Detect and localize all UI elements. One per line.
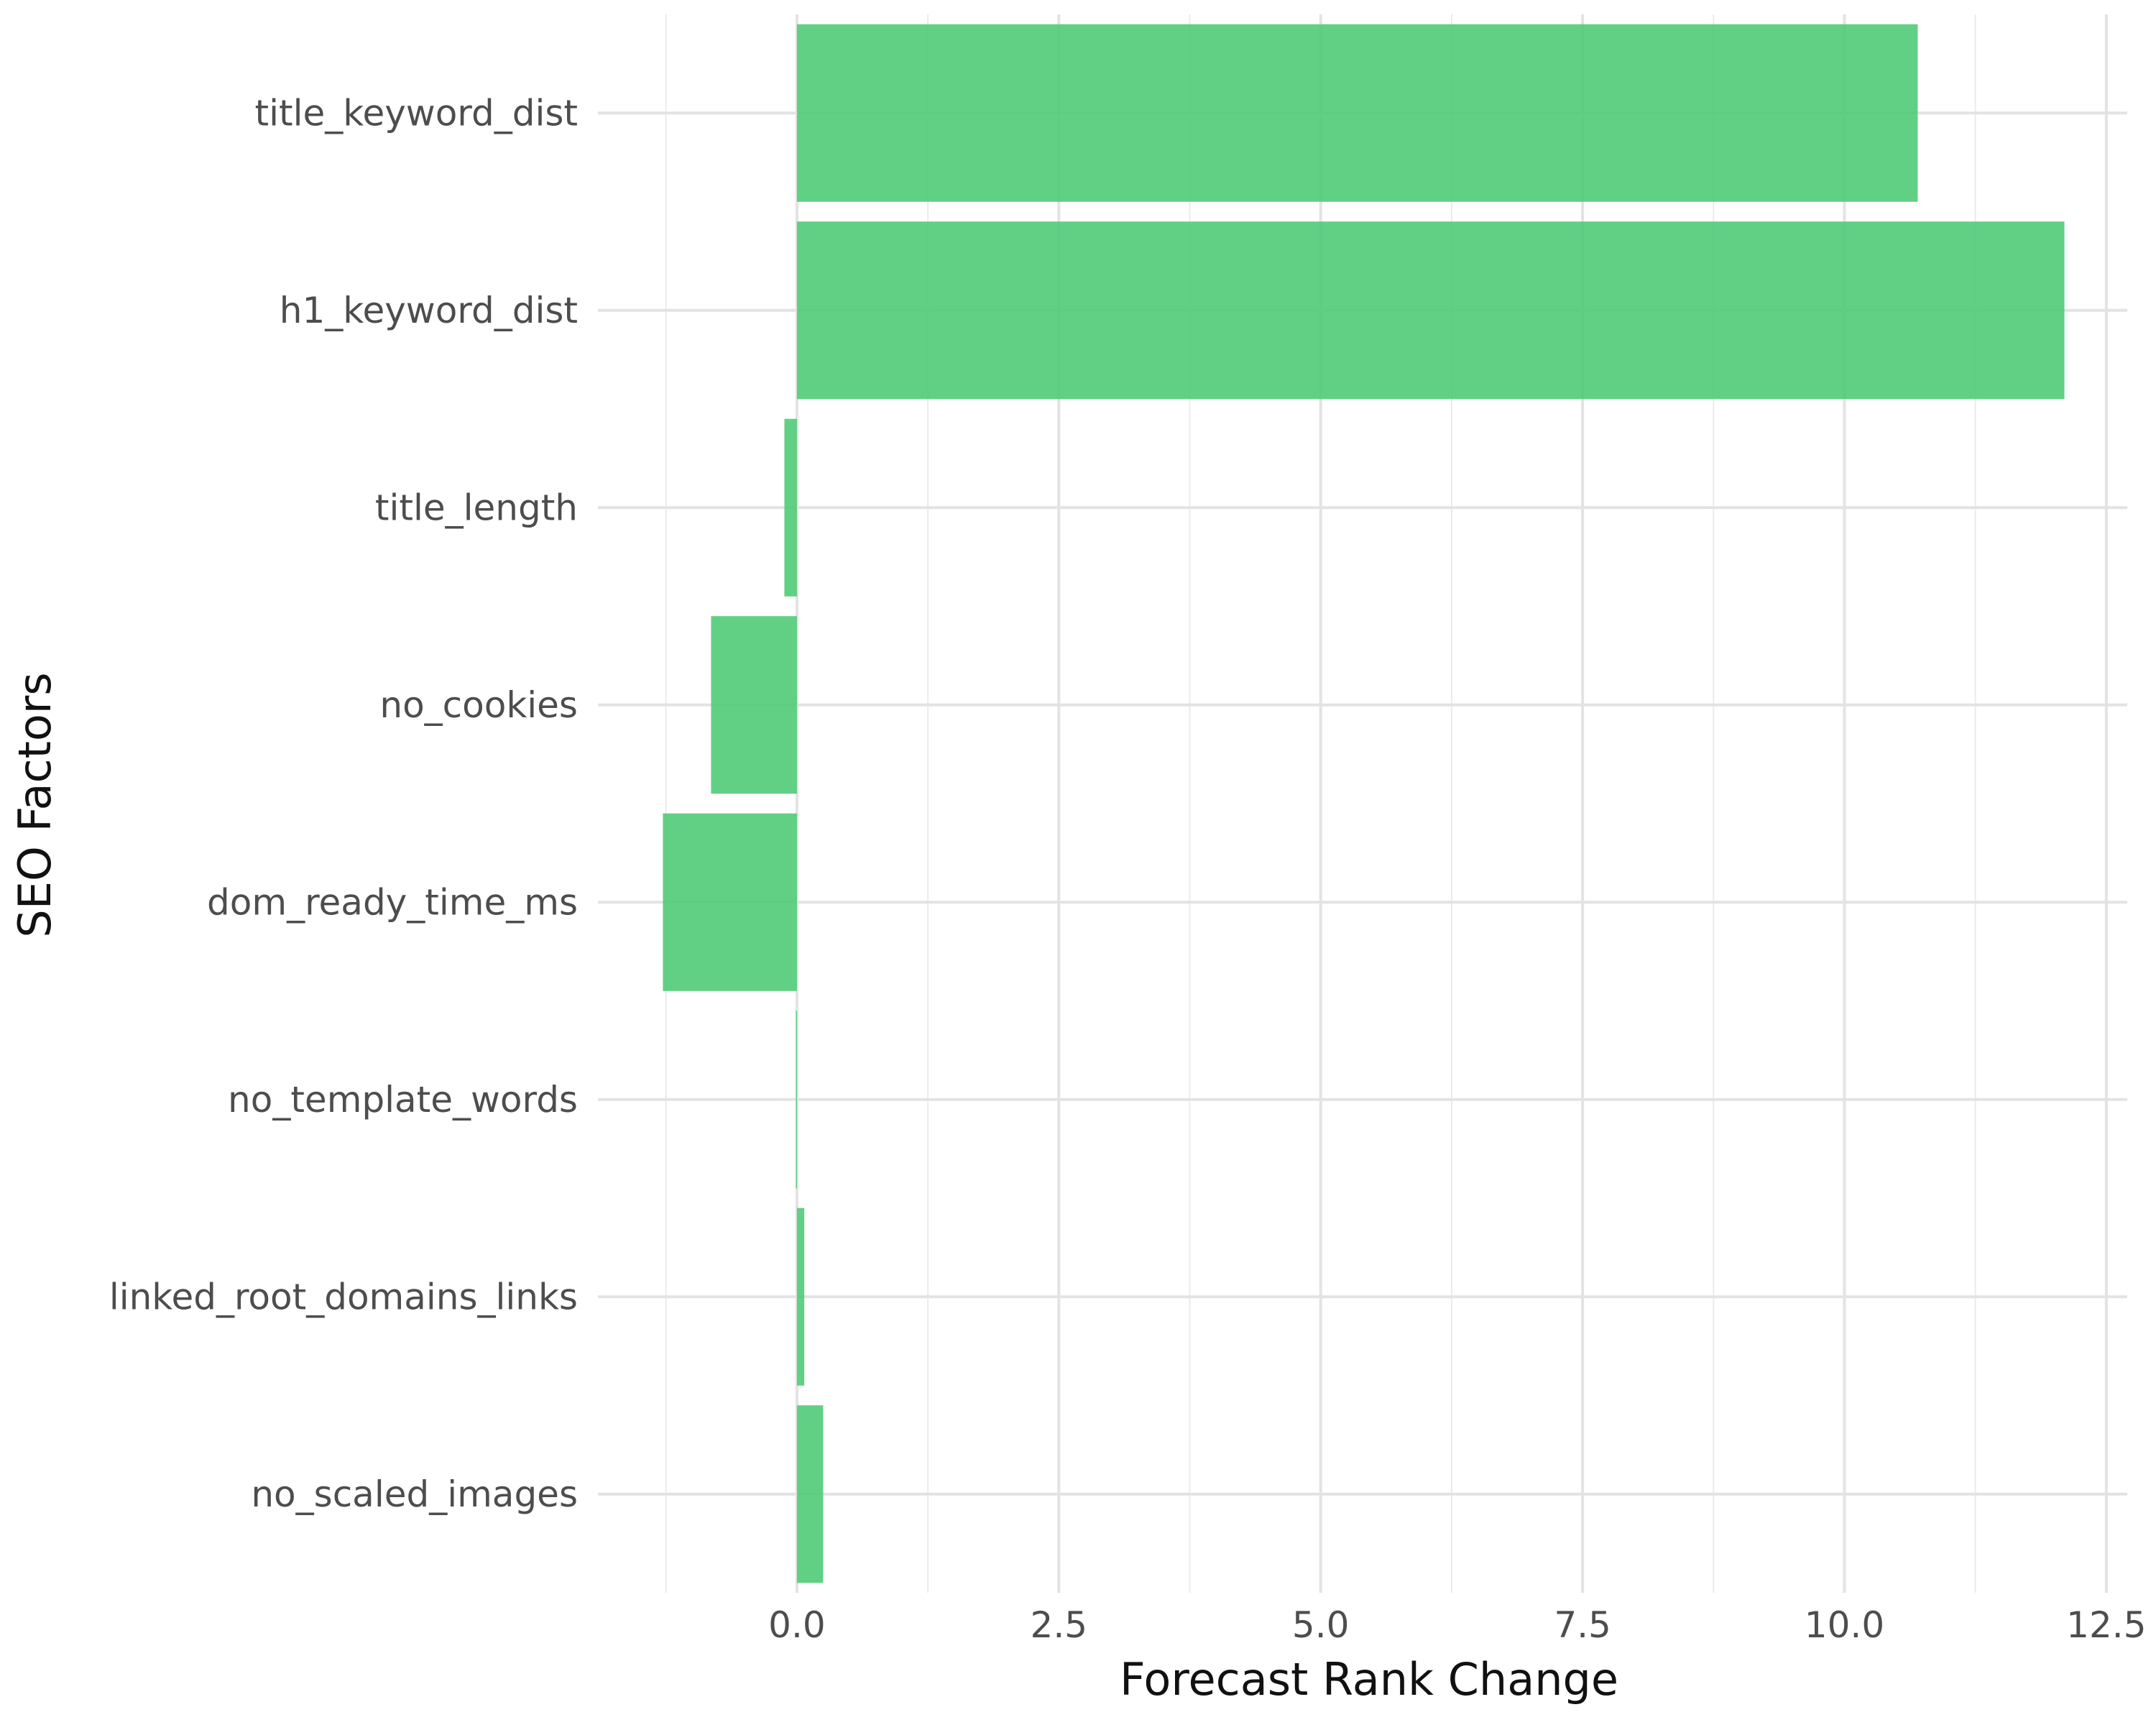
bar-title_keyword_dist [796,24,1918,202]
y-tick-label: no_scaled_images [251,1473,578,1515]
y-tick-label: h1_keyword_dist [280,290,578,331]
y-tick-label: no_cookies [379,684,578,726]
bar-no_cookies [711,616,797,794]
bars [663,24,2065,1583]
bar-linked_root_domains_links [796,1208,805,1386]
y-tick-labels: title_keyword_dist h1_keyword_dist title_l… [109,92,578,1515]
bar-title_length [784,418,797,597]
x-tick-label: 10.0 [1805,1604,1884,1646]
x-tick-label: 5.0 [1292,1604,1350,1646]
x-tick-labels: 0.0 2.5 5.0 7.5 10.0 12.5 [768,1604,2146,1646]
x-axis-title: Forecast Rank Change [1120,1653,1618,1706]
y-tick-label: title_length [375,487,578,528]
bar-no_scaled_images [796,1405,824,1583]
y-tick-label: no_template_words [228,1079,578,1121]
y-tick-label: title_keyword_dist [255,92,578,134]
y-tick-label: linked_root_domains_links [109,1276,578,1317]
x-tick-label: 12.5 [2066,1604,2146,1646]
bar-dom_ready_time_ms [663,813,797,991]
x-tick-label: 2.5 [1031,1604,1088,1646]
x-tick-label: 7.5 [1554,1604,1611,1646]
x-tick-label: 0.0 [768,1604,826,1646]
y-tick-label: dom_ready_time_ms [207,881,578,923]
y-axis-title: SEO Factors [9,672,61,937]
bar-h1_keyword_dist [796,221,2065,400]
